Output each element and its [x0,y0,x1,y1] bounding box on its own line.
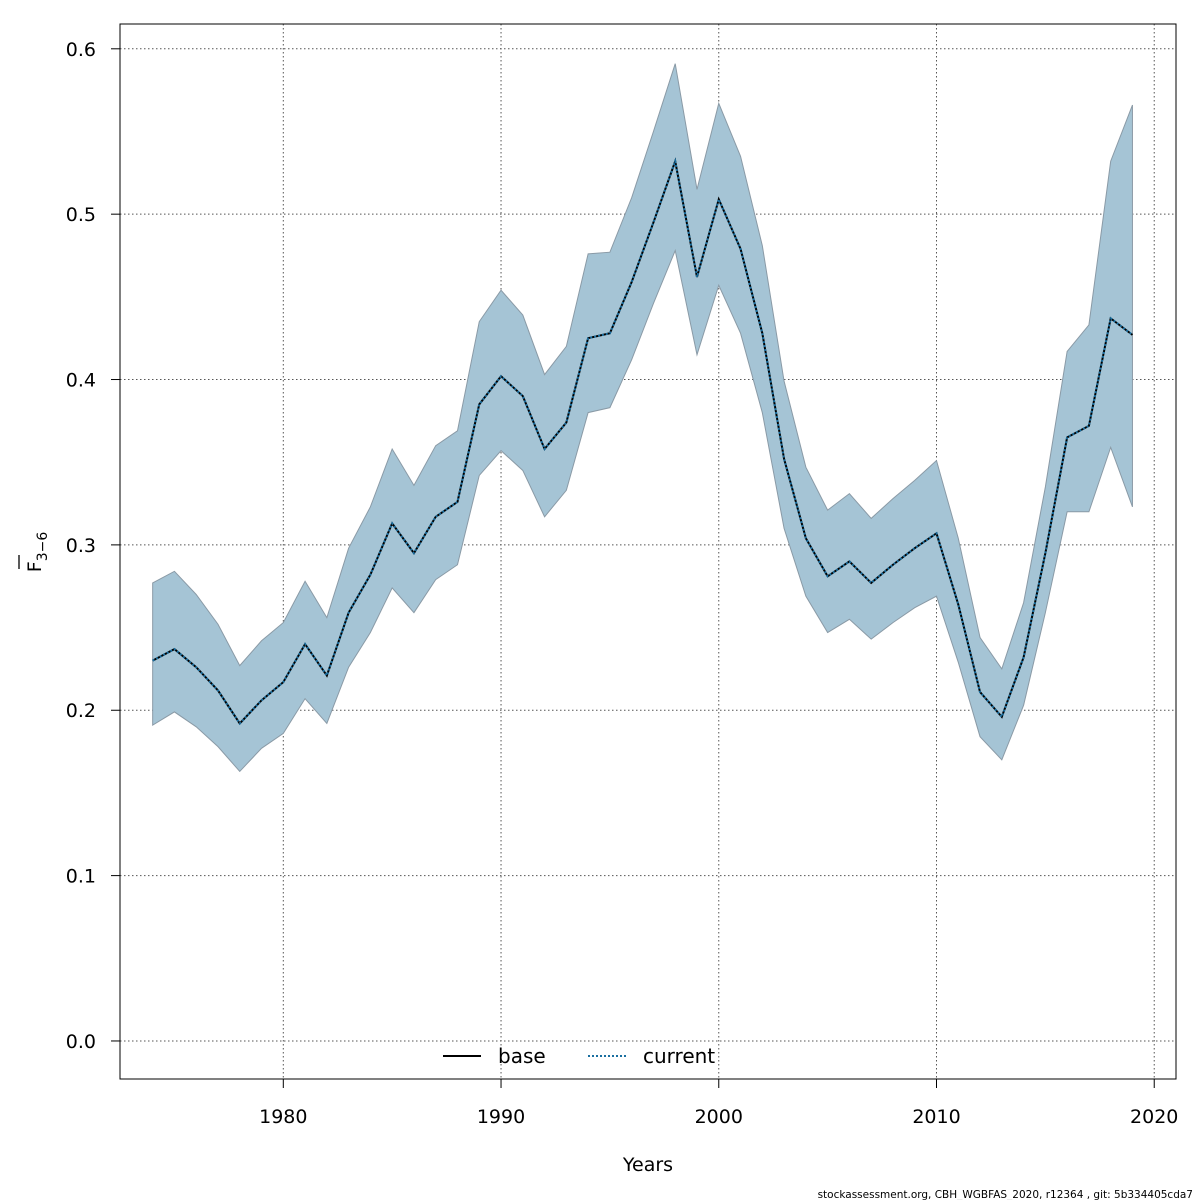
confidence-band-area [152,63,1133,773]
confidence-band [152,63,1133,773]
y-axis-title-subscript: 3−6 [35,532,51,562]
footer-credit: stockassessment.org, CBH_WGBFAS_2020, r1… [818,1189,1193,1200]
x-tick-label: 1980 [259,1106,307,1128]
x-axis: 1980 1990 2000 2010 2020 [120,1078,1178,1128]
y-tick-label: 0.3 [66,535,96,557]
series-lines [152,157,1134,726]
legend-base-label: base [498,1044,546,1068]
legend: base current [443,1044,715,1068]
y-tick-label: 0.6 [66,39,96,61]
y-tick-label: 0.1 [66,866,96,888]
y-axis-title-main: F [24,561,46,572]
y-tick-label: 0.2 [66,700,96,722]
y-axis: 0.0 0.1 0.2 0.3 0.4 0.5 0.6 [66,24,121,1079]
y-tick-label: 0.4 [66,370,96,392]
x-tick-label: 1990 [477,1106,525,1128]
y-tick-label: 0.5 [66,204,96,226]
y-tick-label: 0.0 [66,1031,96,1053]
x-tick-label: 2020 [1130,1106,1178,1128]
x-tick-label: 2000 [695,1106,743,1128]
x-tick-label: 2010 [912,1106,960,1128]
legend-current-label: current [643,1044,715,1068]
y-axis-title: F3−6 [18,532,51,573]
series-line-current [152,157,1134,726]
x-axis-title: Years [622,1154,673,1176]
svg-text:F3−6: F3−6 [24,532,51,573]
